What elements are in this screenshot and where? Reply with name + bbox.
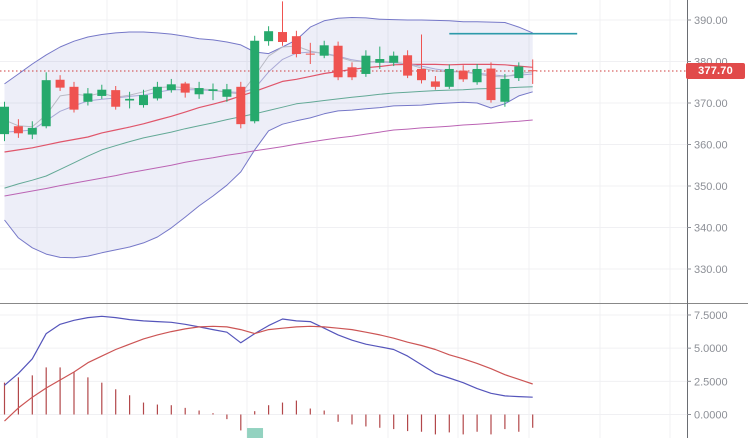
ma-lavender-line xyxy=(4,51,533,133)
axis-tick-label[interactable]: 350.00 xyxy=(694,181,728,193)
candle-body xyxy=(55,79,65,88)
bollinger-lower-line xyxy=(4,91,533,259)
candle-body xyxy=(417,68,426,81)
candle-body xyxy=(0,106,9,135)
candle-body xyxy=(222,89,232,97)
candle-body xyxy=(264,31,274,42)
candle-body xyxy=(333,45,343,78)
macd-line xyxy=(4,315,533,398)
bollinger-upper-line xyxy=(4,17,533,85)
candle-body xyxy=(375,59,385,63)
bollinger-band-fill xyxy=(4,17,533,258)
candle-body xyxy=(472,68,482,83)
candle-body xyxy=(69,86,79,110)
candle-body xyxy=(403,55,413,76)
axis-tick-label[interactable]: 2.5000 xyxy=(694,376,728,388)
candle-body xyxy=(430,81,440,87)
ma-teal-line xyxy=(4,86,533,189)
candle-body xyxy=(514,66,524,79)
ma-red-line xyxy=(4,63,533,153)
macd-signal-line xyxy=(4,325,533,422)
candle-body xyxy=(486,68,496,101)
candle-body xyxy=(41,80,51,127)
candle-body xyxy=(180,83,190,93)
candle-body xyxy=(347,67,357,78)
last-price-tag: 377.70 xyxy=(686,63,745,79)
axis-tick-label[interactable]: 7.5000 xyxy=(694,310,728,322)
candle-body xyxy=(27,127,37,135)
candle-body xyxy=(152,86,162,99)
ma-gray-line xyxy=(4,45,533,128)
candle-body xyxy=(111,90,121,107)
candle-body xyxy=(528,70,538,72)
candle-body xyxy=(458,70,468,80)
candle-body xyxy=(278,32,287,42)
signal-marker-box xyxy=(247,428,264,438)
candle-body xyxy=(83,93,93,102)
candle-body xyxy=(291,36,301,55)
axis-tick-label[interactable]: 370.00 xyxy=(694,98,728,110)
candle-body xyxy=(13,126,23,134)
axis-tick-label[interactable]: 390.00 xyxy=(694,15,728,27)
candle-body xyxy=(319,45,329,56)
candle-body xyxy=(500,78,510,102)
axis-tick-label[interactable]: 5.0000 xyxy=(694,343,728,355)
ma-magenta-line xyxy=(4,119,533,197)
axis-tick-label[interactable]: 360.00 xyxy=(694,140,728,152)
candle-body xyxy=(208,89,218,91)
candle-body xyxy=(444,68,454,87)
candle-body xyxy=(361,55,371,74)
candle-body xyxy=(305,53,315,55)
candle-body xyxy=(389,55,399,63)
candle-body xyxy=(194,88,204,95)
axis-tick-label[interactable]: 340.00 xyxy=(694,223,728,235)
candle-body xyxy=(250,40,260,122)
candle-body xyxy=(97,89,107,96)
candle-body xyxy=(139,95,148,106)
candle-body xyxy=(236,86,246,125)
axis-tick-label[interactable]: 0.0000 xyxy=(694,410,728,422)
candle-body xyxy=(125,98,135,101)
candle-body xyxy=(166,84,176,91)
axis-tick-label[interactable]: 330.00 xyxy=(694,264,728,276)
